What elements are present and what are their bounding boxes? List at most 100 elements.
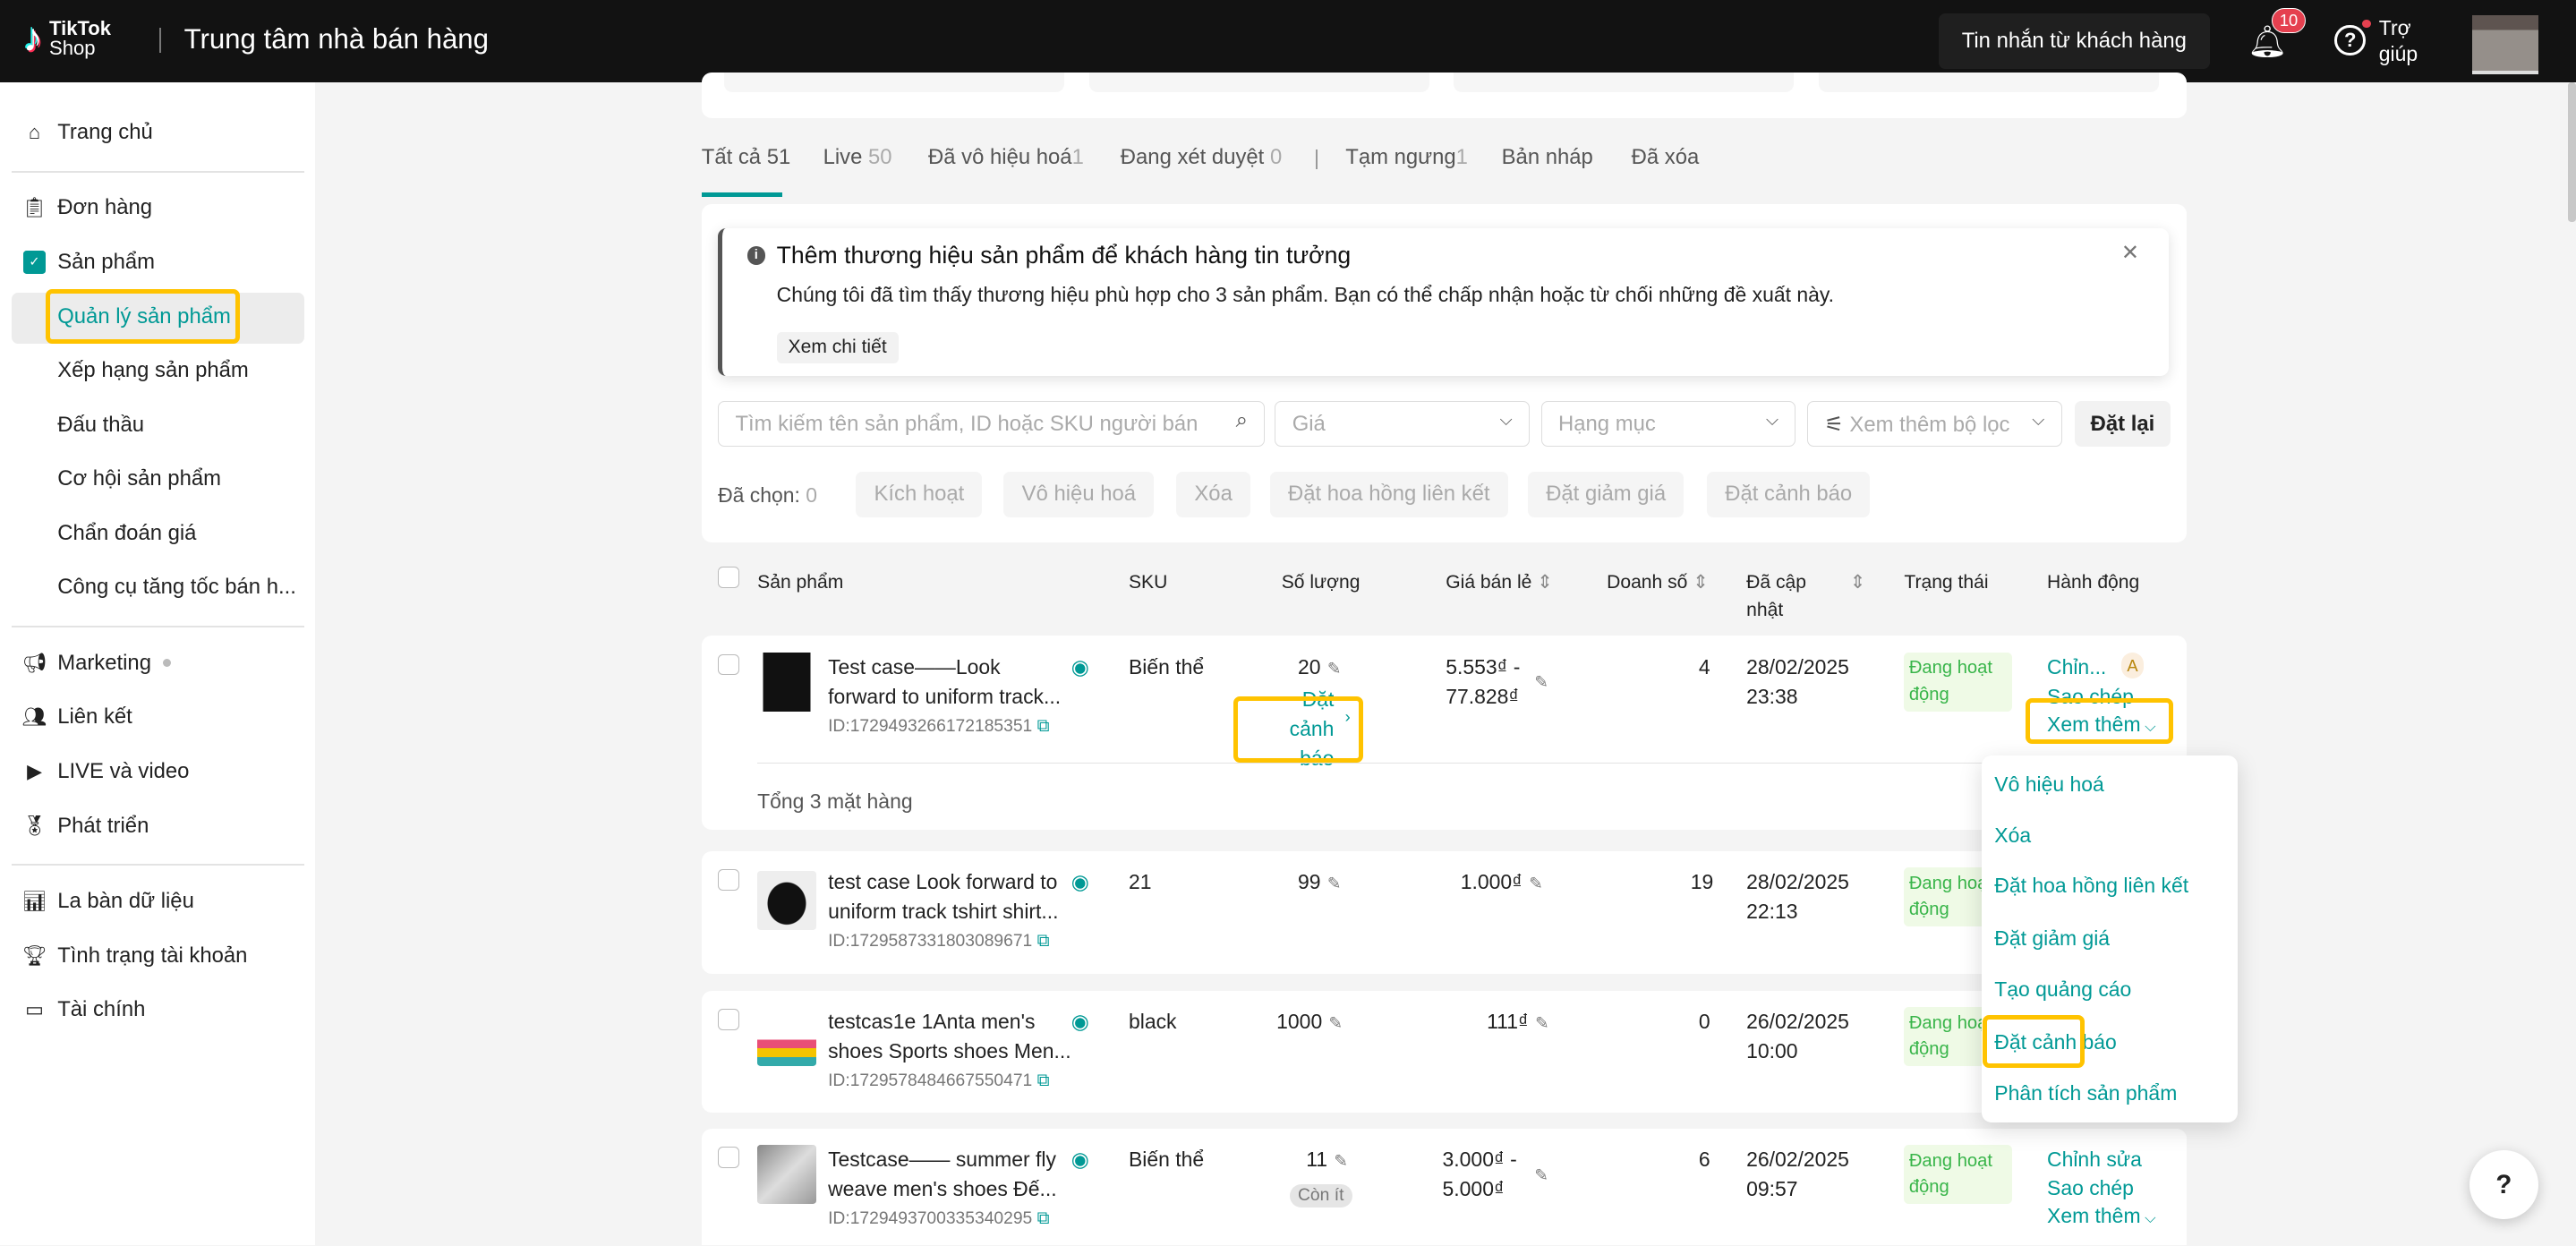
copy-icon[interactable]: ⧉ [1036,932,1050,952]
sidebar-item-marketing[interactable]: 📢︎ Marketing [22,651,171,676]
view-details-button[interactable]: Xem chi tiết [776,331,899,363]
edit-link[interactable]: Chỉn... [2047,654,2107,678]
product-name[interactable]: Test case——Look forward to uniform track.… [828,653,1061,741]
sidebar-item-price-diagnosis[interactable]: Chẩn đoán giá [57,521,196,546]
edit-icon[interactable]: ✎ [1534,1165,1548,1184]
sidebar-item-orders[interactable]: 📋︎ Đơn hàng [22,195,153,220]
sidebar-item-finance[interactable]: ▭ Tài chính [23,997,145,1022]
copy-icon[interactable]: ⧉ [1036,716,1050,736]
tab-reviewing[interactable]: Đang xét duyệt 0 [1121,145,1282,170]
price-select[interactable]: Giá ⌵ [1275,400,1530,448]
preview-eye-icon[interactable]: ◉ [1070,1010,1089,1034]
select-all-checkbox[interactable] [718,567,739,589]
set-affiliate-commission-button[interactable]: Đặt hoa hồng liên kết [1269,471,1508,518]
tab-drafts[interactable]: Bản nháp [1502,145,1593,170]
more-filters-label: Xem thêm bộ lọc [1849,412,2010,437]
product-thumbnail[interactable] [757,1007,817,1067]
quantity[interactable]: 99 ✎ [1298,867,1341,898]
sidebar-item-live-video[interactable]: ▶ LIVE và video [23,759,189,784]
price-line: 5.553₫ - [1446,654,1521,678]
copy-link[interactable]: Sao chép [2047,684,2134,708]
search-input[interactable]: Tìm kiếm tên sản phẩm, ID hoặc SKU người… [718,400,1266,448]
preview-eye-icon[interactable]: ◉ [1070,1148,1089,1172]
tab-suspended[interactable]: Tạm ngưng1 [1345,145,1468,170]
edit-link[interactable]: Chỉnh sửa [2047,1148,2142,1172]
reset-button[interactable]: Đặt lại [2075,400,2171,448]
edit-icon[interactable]: ✎ [1328,1013,1343,1033]
tab-deactivated[interactable]: Đã vô hiệu hoá1 [928,145,1084,170]
floating-help-button[interactable]: ? [2469,1149,2538,1219]
product-name[interactable]: testcas1e 1Anta men's shoes Sports shoes … [828,1007,1071,1096]
help-label[interactable]: Trợ giúp [2378,15,2418,65]
more-link[interactable]: Xem thêm ⌵ [2047,710,2156,741]
product-name[interactable]: test case Look forward to uniform track t… [828,867,1058,956]
activate-button[interactable]: Kích hoạt [856,471,983,518]
menu-item-product-analysis[interactable]: Phân tích sản phẩm [1994,1080,2178,1105]
row-checkbox[interactable] [718,653,739,676]
menu-item-affiliate-commission[interactable]: Đặt hoa hồng liên kết [1994,874,2189,898]
copy-icon[interactable]: ⧉ [1036,1209,1050,1229]
row-checkbox[interactable] [718,1147,739,1169]
edit-icon[interactable]: ✎ [1334,1151,1348,1171]
product-thumbnail[interactable] [757,870,817,930]
col-sales[interactable]: Doanh số ⇕ [1607,568,1709,596]
quantity[interactable]: 11 ✎ [1306,1145,1348,1175]
tab-deleted[interactable]: Đã xóa [1632,145,1700,170]
row-checkbox[interactable] [718,868,739,891]
sidebar-item-product-management[interactable]: Quản lý sản phẩm [57,304,231,329]
preview-eye-icon[interactable]: ◉ [1070,654,1089,678]
sidebar-item-account-health[interactable]: 🏆︎ Tình trạng tài khoản [22,943,248,969]
tab-all[interactable]: Tất cả 51 [702,145,791,170]
more-filters-select[interactable]: ⚟ Xem thêm bộ lọc ⌵ [1807,400,2062,448]
sidebar-item-bidding[interactable]: Đấu thầu [57,413,144,438]
sidebar-item-sales-accelerator[interactable]: Công cụ tăng tốc bán h... [57,575,296,600]
edit-icon[interactable]: ✎ [1534,672,1548,692]
avatar[interactable] [2472,14,2538,74]
price[interactable]: 3.000₫ - 5.000₫ [1443,1145,1517,1204]
sidebar-label: Đơn hàng [57,195,153,220]
price[interactable]: 5.553₫ - 77.828₫ [1446,653,1520,712]
menu-item-set-alert[interactable]: Đặt cảnh báo [1994,1029,2117,1054]
edit-icon[interactable]: ✎ [1535,1013,1549,1033]
sidebar-item-opportunities[interactable]: Cơ hội sản phẩm [57,466,221,491]
product-thumbnail[interactable] [757,652,817,712]
category-select[interactable]: Hạng mục ⌵ [1540,400,1796,448]
edit-icon[interactable]: ✎ [1326,874,1342,893]
product-thumbnail[interactable] [757,1145,817,1205]
edit-icon[interactable]: ✎ [1529,874,1543,893]
tab-live[interactable]: Live 50 [823,145,892,170]
set-alert-button[interactable]: Đặt cảnh báo [1707,471,1871,518]
table-row: Test case——Look forward to uniform track.… [701,636,2188,830]
more-link[interactable]: Xem thêm ⌵ [2047,1201,2156,1233]
price[interactable]: 111₫ ✎ [1487,1007,1548,1037]
scrollbar[interactable] [2567,81,2576,222]
sidebar-item-data-compass[interactable]: 📊︎ La bàn dữ liệu [22,889,194,914]
edit-icon[interactable]: ✎ [1326,658,1342,678]
quantity[interactable]: 1000 ✎ [1276,1007,1343,1037]
col-price[interactable]: Giá bán lẻ ⇕ [1446,568,1553,596]
product-name[interactable]: Testcase—— summer fly weave men's shoes Đ… [828,1145,1057,1233]
close-icon[interactable]: ✕ [2120,240,2139,265]
sidebar-item-growth[interactable]: 🏅︎ Phát triển [22,814,149,839]
tiktok-shop-logo[interactable]: ♪ TikTok Shop [23,16,111,61]
sidebar-item-product-ranking[interactable]: Xếp hạng sản phẩm [57,358,249,383]
copy-link[interactable]: Sao chép [2047,1175,2134,1199]
row-checkbox[interactable] [718,1008,739,1030]
customer-messages-button[interactable]: Tin nhắn từ khách hàng [1938,13,2210,70]
menu-item-create-ad[interactable]: Tạo quảng cáo [1994,977,2132,1002]
deactivate-button[interactable]: Vô hiệu hoá [1003,471,1155,518]
menu-item-delete[interactable]: Xóa [1994,823,2032,847]
copy-icon[interactable]: ⧉ [1036,1071,1050,1091]
menu-item-discount[interactable]: Đặt giảm giá [1994,926,2111,951]
sidebar-item-affiliate[interactable]: 👥︎ Liên kết [22,704,132,730]
delete-button[interactable]: Xóa [1176,471,1251,518]
sort-icon[interactable]: ⇕ [1849,572,1866,593]
set-discount-button[interactable]: Đặt giảm giá [1528,471,1685,518]
help-icon[interactable]: ? [2334,24,2367,56]
quantity[interactable]: 20 ✎ [1298,653,1341,683]
sidebar-item-products[interactable]: ✓ Sản phẩm [22,250,155,275]
price[interactable]: 1.000₫ ✎ [1461,867,1543,898]
menu-item-deactivate[interactable]: Vô hiệu hoá [1994,772,2104,796]
sidebar-item-home[interactable]: ⌂ Trang chủ [23,120,153,145]
preview-eye-icon[interactable]: ◉ [1070,870,1089,894]
